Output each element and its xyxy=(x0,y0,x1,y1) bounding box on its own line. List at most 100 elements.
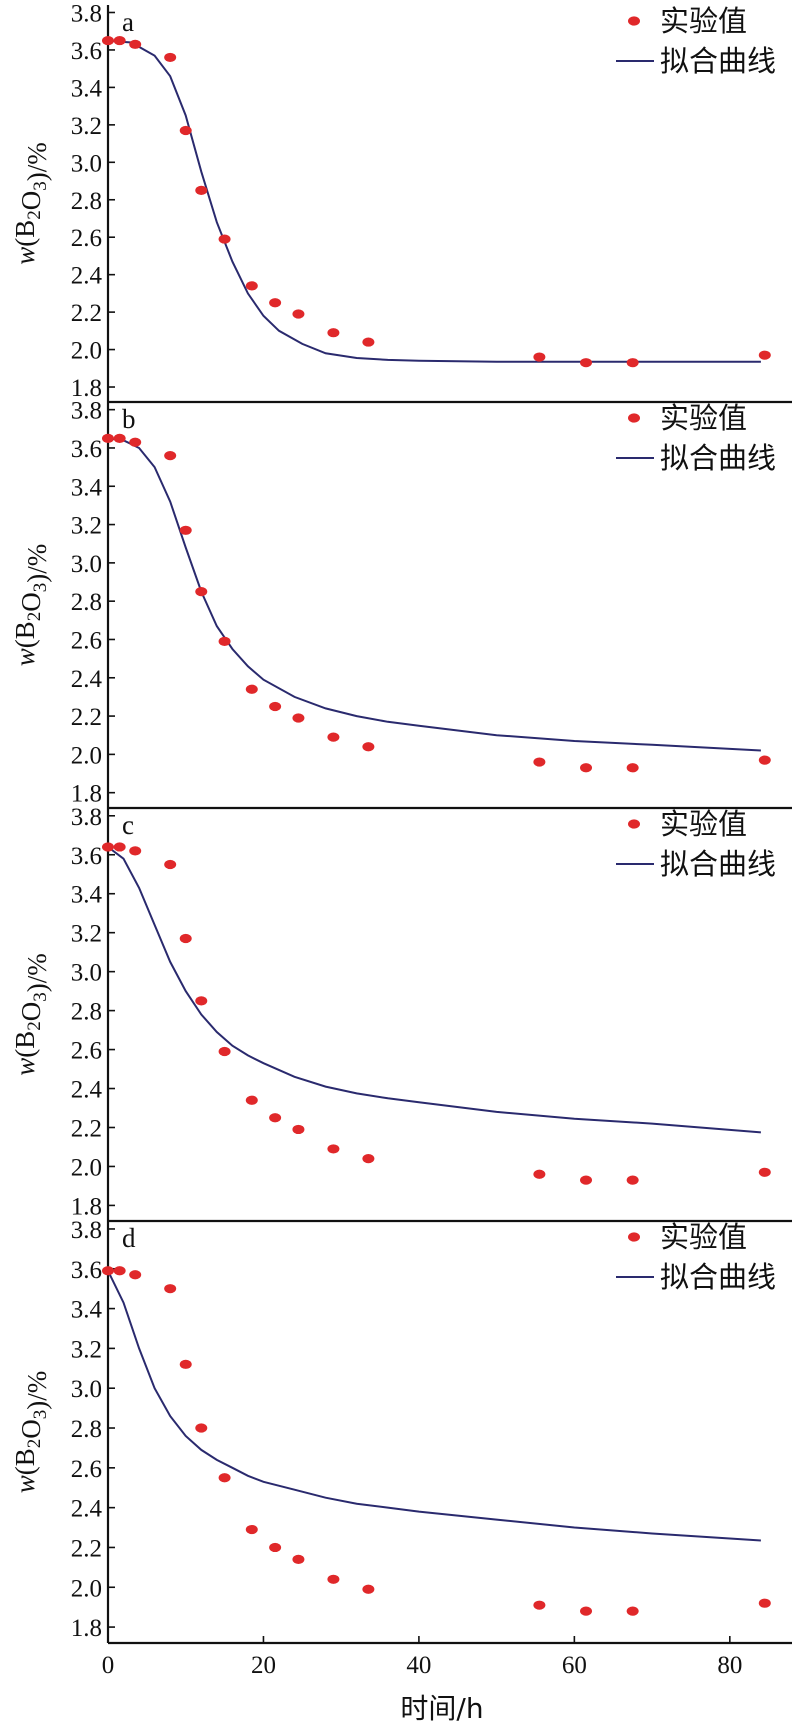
legend-curve-label: 拟合曲线 xyxy=(660,44,776,78)
y-tick-label: 2.4 xyxy=(71,263,103,290)
data-point xyxy=(195,1423,208,1433)
y-axis-label: w(B2O3)/% xyxy=(10,142,52,265)
data-point xyxy=(533,757,546,767)
y-tick-label: 3.4 xyxy=(71,882,103,909)
data-point xyxy=(533,352,546,362)
y-tick-label: 3.6 xyxy=(71,843,102,870)
y-tick-label: 2.0 xyxy=(71,338,102,365)
y-tick-label: 2.2 xyxy=(71,300,102,327)
data-point xyxy=(758,350,771,360)
y-tick-label: 3.8 xyxy=(71,804,102,831)
y-tick-label: 2.8 xyxy=(71,589,102,616)
data-point xyxy=(179,525,192,535)
data-point xyxy=(102,1266,114,1276)
y-tick-label: 3.6 xyxy=(71,1257,102,1284)
data-point xyxy=(580,1606,593,1616)
panel-a: 1.8 2.0 2.2 2.4 2.6 2.8 3.0 3.2 3.4 3.6 3.8 w(B2O3)… xyxy=(10,0,792,404)
y-tick-label: 2.2 xyxy=(71,704,102,731)
y-tick-label: 3.0 xyxy=(71,551,102,578)
y-tick-label: 3.0 xyxy=(71,150,102,177)
fit-curve xyxy=(107,39,761,363)
data-point xyxy=(580,358,593,368)
data-point xyxy=(179,933,192,944)
data-point xyxy=(164,451,177,461)
y-tick-label: 3.2 xyxy=(71,513,102,540)
panel-letter: d xyxy=(122,1223,136,1253)
legend-curve-label: 拟合曲线 xyxy=(660,441,776,475)
panel-letter: c xyxy=(122,810,134,840)
data-point xyxy=(102,35,114,46)
fit-curve xyxy=(107,437,761,752)
y-tick-label: 3.0 xyxy=(71,1376,102,1403)
y-tick-label: 3.4 xyxy=(71,75,103,102)
y-axis-label: w(B2O3)/% xyxy=(10,1371,52,1494)
y-tick-label: 3.8 xyxy=(71,0,102,27)
y-tick-label: 3.6 xyxy=(71,436,102,463)
data-point xyxy=(758,755,771,765)
fit-curve xyxy=(107,1270,761,1542)
y-tick-label: 1.8 xyxy=(71,781,102,808)
data-point xyxy=(292,1554,305,1564)
data-point xyxy=(245,1095,258,1105)
y-tick-label: 2.0 xyxy=(71,1575,102,1602)
data-point xyxy=(269,701,282,712)
y-tick-label: 2.8 xyxy=(71,188,102,215)
x-tick-label: 20 xyxy=(251,1652,276,1679)
data-point xyxy=(533,1600,546,1610)
data-point xyxy=(362,337,375,347)
data-point xyxy=(113,842,126,852)
y-tick-label: 3.2 xyxy=(71,113,102,140)
data-point xyxy=(362,742,375,752)
legend-points-label: 实验值 xyxy=(660,4,747,38)
data-point xyxy=(292,1124,305,1135)
data-point xyxy=(218,1473,231,1483)
y-tick-label: 3.6 xyxy=(71,38,102,65)
data-point xyxy=(327,1574,340,1584)
data-point xyxy=(269,1542,282,1553)
y-tick-label: 3.2 xyxy=(71,921,102,948)
data-point xyxy=(195,185,208,195)
data-point xyxy=(245,1524,258,1535)
panel-c: 1.8 2.0 2.2 2.4 2.6 2.8 3.0 3.2 3.4 3.6 3.8 w(B2O3)… xyxy=(10,804,792,1223)
y-tick-label: 2.8 xyxy=(71,999,102,1026)
data-point xyxy=(102,842,114,852)
x-tick-label: 80 xyxy=(717,1652,742,1679)
data-point xyxy=(113,433,126,443)
data-point xyxy=(362,1584,375,1594)
legend-point-marker xyxy=(628,16,640,26)
y-tick-label: 2.6 xyxy=(71,225,102,252)
x-axis-label: 时间/h xyxy=(400,1692,483,1725)
panel-d: 1.8 2.0 2.2 2.4 2.6 2.8 3.0 3.2 3.4 3.6 3.8 w(B2O3)… xyxy=(10,1217,776,1642)
y-tick-label: 3.8 xyxy=(71,1217,102,1244)
data-point xyxy=(195,996,208,1006)
legend-point-marker xyxy=(628,1232,640,1242)
data-point xyxy=(129,1270,142,1280)
fit-curve xyxy=(107,846,761,1134)
data-point xyxy=(533,1169,546,1179)
data-point xyxy=(580,763,593,773)
data-point xyxy=(758,1167,771,1177)
data-point xyxy=(218,636,231,646)
y-tick-label: 3.0 xyxy=(71,960,102,987)
data-point xyxy=(292,713,305,723)
data-point xyxy=(245,684,258,694)
y-tick-label: 2.2 xyxy=(71,1115,102,1142)
y-tick-label: 2.6 xyxy=(71,1038,102,1065)
data-point xyxy=(327,732,340,742)
data-point xyxy=(245,281,258,291)
data-point xyxy=(218,234,231,244)
y-tick-label: 1.8 xyxy=(71,375,102,402)
x-tick-label: 0 xyxy=(102,1652,115,1679)
y-tick-label: 3.8 xyxy=(71,398,102,425)
y-axis-label: w(B2O3)/% xyxy=(10,544,52,667)
data-point xyxy=(164,1284,177,1294)
data-point xyxy=(327,1144,340,1154)
data-point xyxy=(129,39,142,49)
data-point xyxy=(113,1266,126,1276)
data-point xyxy=(218,1046,231,1057)
x-tick-label: 40 xyxy=(406,1652,431,1679)
panel-letter: b xyxy=(122,404,136,434)
data-point xyxy=(164,52,177,63)
y-tick-label: 2.8 xyxy=(71,1416,102,1443)
